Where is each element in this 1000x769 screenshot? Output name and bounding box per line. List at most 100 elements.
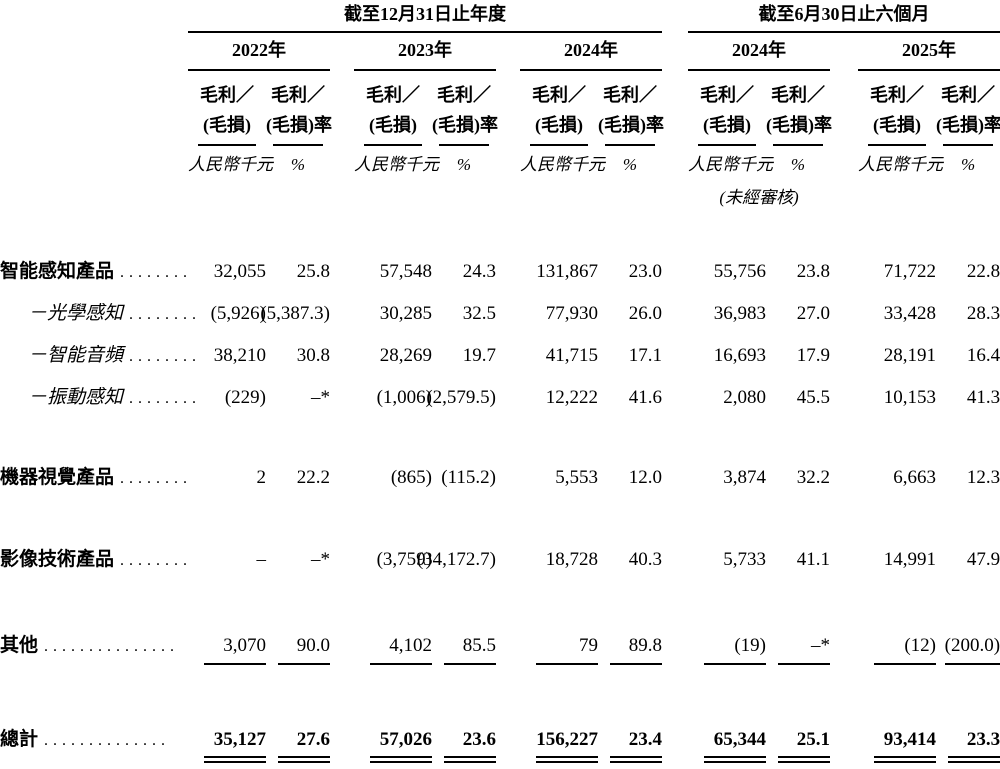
value-cell: 65,344	[688, 707, 766, 763]
unaudited-row: (未經審核)	[0, 178, 1000, 212]
spacer	[496, 70, 520, 146]
value-cell: 2,080	[723, 387, 766, 408]
spacer	[330, 283, 354, 325]
value-cell: 14,991	[883, 549, 936, 570]
spacer	[830, 255, 858, 283]
column-rule	[773, 144, 823, 146]
spacer	[598, 178, 662, 212]
column-rule	[698, 144, 756, 146]
spacer	[0, 70, 188, 146]
column-rule	[198, 144, 256, 146]
spacer	[330, 707, 354, 763]
row-spacer	[0, 409, 1000, 447]
pct-cell: 17.1	[628, 345, 662, 366]
value-cell: 79	[520, 613, 598, 665]
spacer	[830, 367, 858, 409]
pct-cell: 32.5	[462, 303, 496, 324]
value-cell: (5,926)	[210, 303, 266, 324]
pct-cell: 41.3	[966, 387, 1000, 408]
row-spacer	[0, 665, 1000, 707]
table-row-total: 總計.............. 35,127 27.6 57,026 23.6…	[0, 707, 1000, 763]
pct-cell: (2,579.5)	[426, 387, 496, 408]
spacer	[496, 283, 520, 325]
dot-leader: ...............	[44, 638, 180, 655]
row-label-cell: －光學感知........	[0, 283, 196, 325]
col-header-line2: (毛損)率	[598, 115, 664, 135]
period-header-row: 截至12月31日止年度 截至6月30日止六個月	[0, 0, 1000, 33]
dot-leader: ........	[129, 348, 202, 365]
col-header-gross-profit: 毛利／ (毛損)	[354, 70, 432, 146]
spacer	[496, 32, 520, 70]
spacer	[830, 707, 858, 763]
col-header-line1: 毛利／	[941, 85, 996, 105]
spacer	[496, 529, 520, 571]
spacer	[330, 613, 354, 665]
unit-percent: %	[790, 155, 806, 174]
dot-leader: ........	[120, 470, 193, 487]
pct-cell: (34,172.7)	[416, 549, 496, 570]
col-header-line2: (毛損)	[873, 115, 921, 135]
col-header-line1: 毛利／	[870, 85, 924, 105]
pct-cell: 28.3	[966, 303, 1000, 324]
col-header-gross-margin: 毛利／ (毛損)率	[936, 70, 1000, 146]
col-header-line1: 毛利／	[437, 85, 491, 105]
row-label: 影像技術產品	[0, 549, 115, 570]
value-cell: 38,210	[213, 345, 266, 366]
table-row-imaging-technology: 影像技術產品........ – –* (3,759) (34,172.7) 1…	[0, 529, 1000, 571]
col-header-gross-profit: 毛利／ (毛損)	[688, 70, 766, 146]
dot-leader: ..............	[44, 732, 171, 749]
spacer	[188, 178, 266, 212]
col-header-line2: (毛損)率	[936, 115, 1000, 135]
row-label-cell: 機器視覺產品........	[0, 447, 188, 489]
row-label: 智能感知產品	[0, 261, 115, 282]
value-cell: (229)	[224, 387, 266, 408]
col-header-line1: 毛利／	[700, 85, 754, 105]
unaudited-note: (未經審核)	[719, 188, 799, 207]
pct-cell: 40.3	[628, 549, 662, 570]
pct-cell: –*	[766, 613, 830, 665]
row-label-cell: －智能音頻........	[0, 325, 196, 367]
col-header-line2: (毛損)率	[266, 115, 332, 135]
period-header-annual: 截至12月31日止年度	[188, 0, 662, 33]
value-cell: 55,756	[713, 261, 766, 282]
pct-cell: 25.8	[296, 261, 330, 282]
pct-cell: 17.9	[796, 345, 830, 366]
spacer	[496, 367, 520, 409]
spacer	[330, 447, 354, 489]
spacer	[830, 613, 858, 665]
value-cell: 57,026	[354, 707, 432, 763]
col-header-line2: (毛損)率	[432, 115, 498, 135]
unit-percent: %	[960, 155, 976, 174]
value-cell: 3,070	[188, 613, 266, 665]
spacer	[0, 32, 188, 70]
table-row-others: 其他............... 3,070 90.0 4,102 85.5 …	[0, 613, 1000, 665]
row-spacer	[0, 212, 1000, 255]
col-header-line2: (毛損)	[703, 115, 751, 135]
year-header-2023: 2023年	[354, 32, 496, 71]
pct-cell: 85.5	[432, 613, 496, 665]
unit-percent: %	[290, 155, 306, 174]
spacer	[662, 613, 688, 665]
spacer	[830, 325, 858, 367]
spacer	[830, 32, 858, 70]
row-spacer	[0, 571, 1000, 613]
dot-leader: ........	[129, 306, 202, 323]
year-header-row: 2022年 2023年 2024年 2024年 2025年	[0, 32, 1000, 71]
row-label: －振動感知	[28, 387, 124, 408]
col-header-gross-profit: 毛利／ (毛損)	[858, 70, 936, 146]
spacer	[830, 529, 858, 571]
row-label-cell: 其他...............	[0, 613, 188, 665]
pct-cell: 16.4	[966, 345, 1000, 366]
value-cell: 12,222	[545, 387, 598, 408]
column-rule	[605, 144, 655, 146]
spacer	[662, 70, 688, 146]
pct-cell: (5,387.3)	[260, 303, 330, 324]
spacer	[830, 447, 858, 489]
col-header-line1: 毛利／	[603, 85, 657, 105]
pct-cell: 26.0	[628, 303, 662, 324]
column-rule	[273, 144, 323, 146]
pct-cell: 23.3	[936, 707, 1000, 763]
col-header-gross-margin: 毛利／ (毛損)率	[598, 70, 664, 146]
table-row-smart-sensing: 智能感知產品........ 32,055 25.8 57,548 24.3 1…	[0, 255, 1000, 283]
pct-cell: 41.6	[628, 387, 662, 408]
